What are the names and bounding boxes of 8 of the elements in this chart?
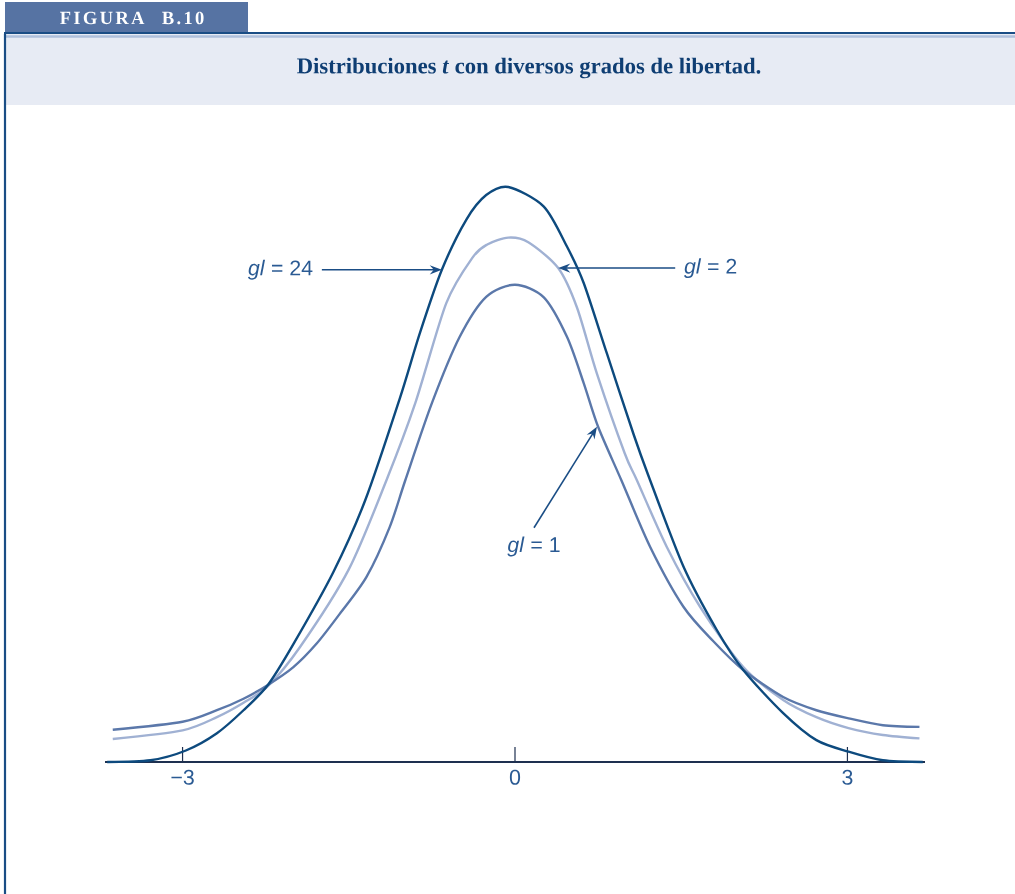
annotation: gl = 2 (684, 258, 737, 279)
annotation: gl = 1 (507, 536, 560, 557)
x-tick-label: 0 (509, 769, 521, 785)
x-tick-label: 3 (842, 769, 853, 785)
annotation: gl = 24 (247, 259, 313, 280)
text: FIGURA B.10 (60, 11, 204, 25)
chart-title: Distribuciones t con diversos grados de libertad. (297, 57, 761, 79)
x-tick-label: −3 (171, 769, 194, 785)
